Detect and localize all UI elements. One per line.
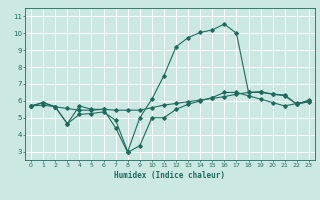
X-axis label: Humidex (Indice chaleur): Humidex (Indice chaleur): [115, 171, 226, 180]
